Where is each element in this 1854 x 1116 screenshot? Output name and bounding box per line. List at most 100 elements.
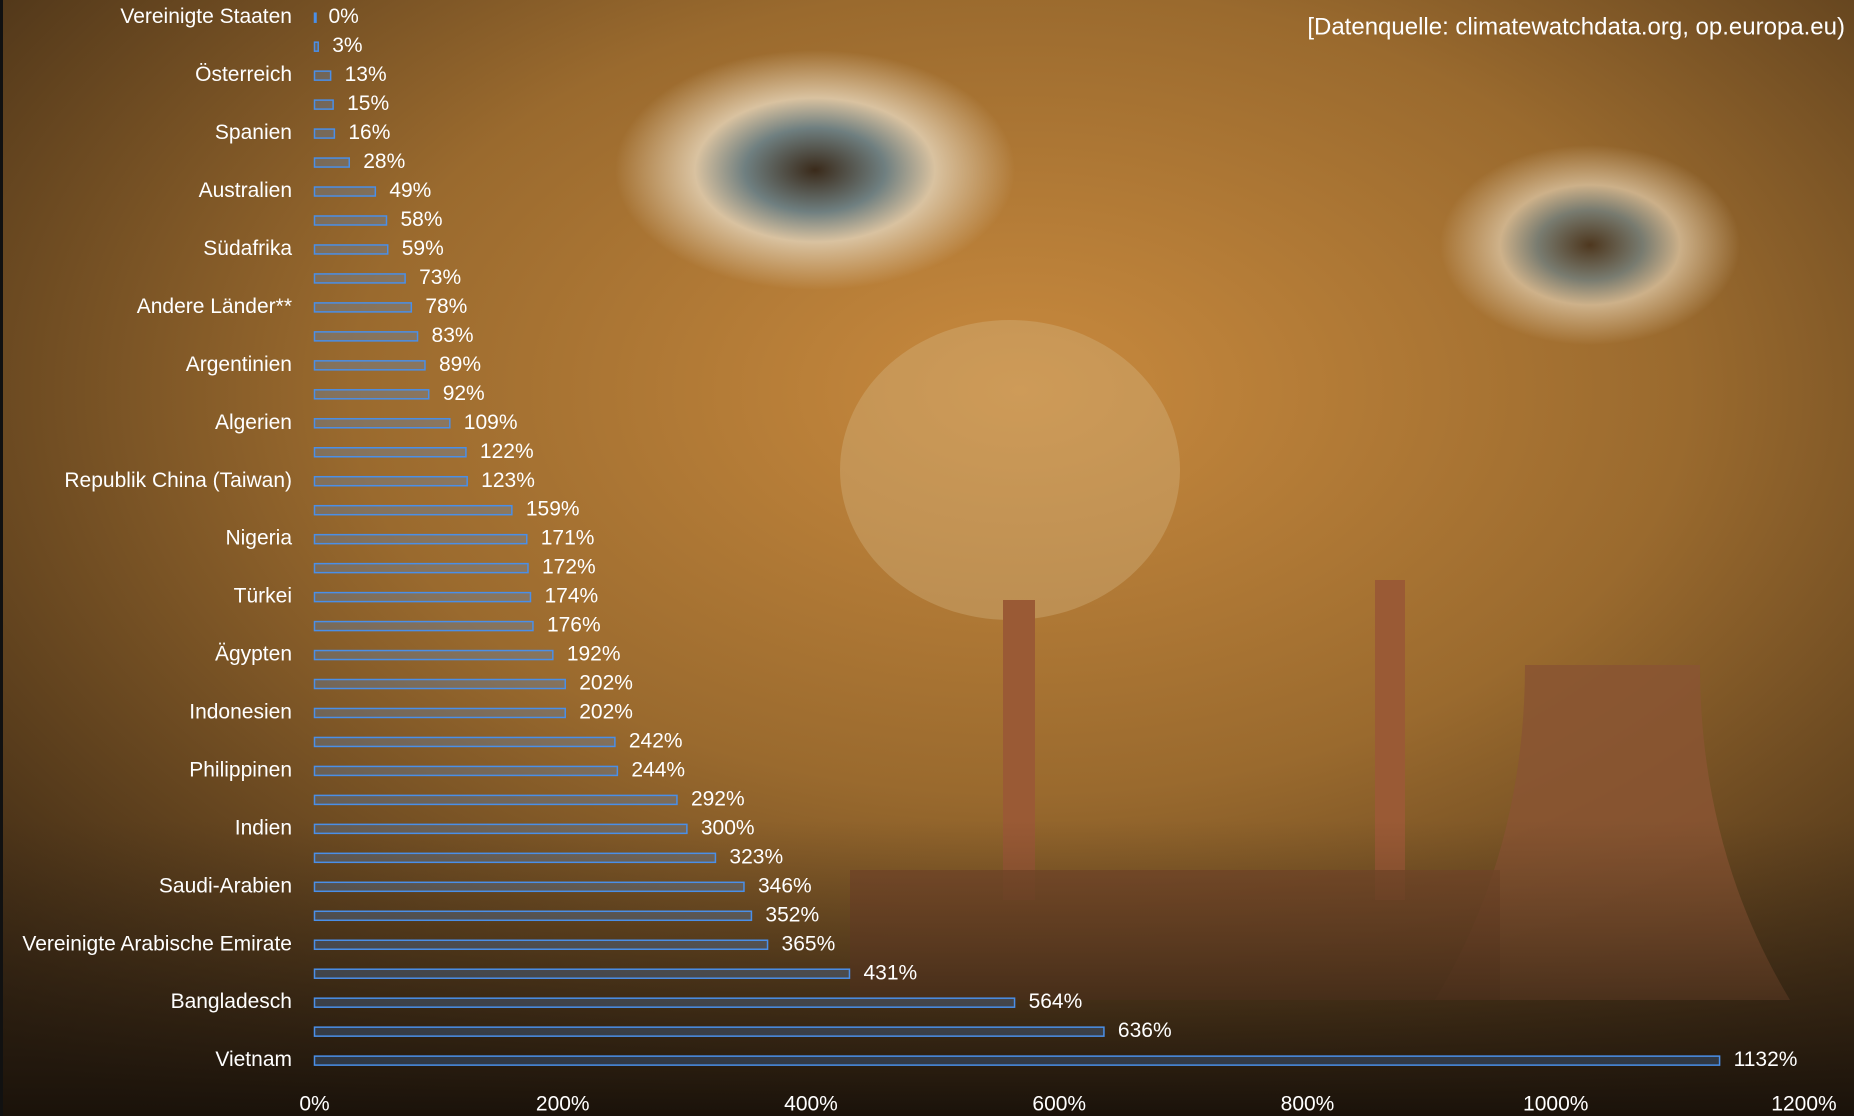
- value-label: 123%: [481, 469, 535, 492]
- value-label: 1132%: [1734, 1048, 1798, 1071]
- value-label: 78%: [425, 295, 467, 318]
- bar: [313, 591, 532, 603]
- value-label: 59%: [402, 237, 444, 260]
- value-label: 176%: [547, 614, 601, 637]
- bar: [313, 794, 678, 806]
- ground: [0, 820, 1854, 1116]
- category-label: Republik China (Taiwan): [64, 469, 292, 492]
- value-label: 89%: [439, 353, 481, 376]
- bar: [313, 360, 426, 371]
- category-label: Vietnam: [215, 1048, 292, 1071]
- eye: [1440, 145, 1740, 345]
- value-label: 323%: [729, 845, 783, 868]
- bar: [313, 1026, 1105, 1037]
- value-label: 28%: [363, 150, 405, 173]
- category-label: Indonesien: [189, 701, 292, 724]
- smoke: [840, 320, 1180, 620]
- value-label: 300%: [701, 816, 755, 839]
- bar: [313, 939, 769, 950]
- bar: [313, 389, 430, 400]
- bar: [313, 447, 467, 458]
- bar: [313, 1055, 1721, 1066]
- value-label: 13%: [345, 63, 387, 86]
- source: [Datenquelle: climatewatchdata.org, op.e…: [1307, 13, 1845, 40]
- x-tick-label: 1200%: [1771, 1093, 1836, 1116]
- bar: [313, 678, 566, 690]
- bar: [313, 852, 717, 864]
- bar: [313, 736, 616, 748]
- x-tick-label: 0%: [299, 1093, 329, 1116]
- bar: [313, 910, 753, 922]
- bar: [313, 475, 468, 487]
- value-label: 365%: [782, 932, 836, 955]
- bar: [313, 649, 554, 661]
- category-label: Philippinen: [189, 758, 292, 781]
- category-label: Vereinigte Staaten: [120, 5, 292, 28]
- bar: [313, 99, 334, 110]
- category-label: Ägypten: [215, 643, 292, 666]
- value-label: 109%: [464, 411, 518, 434]
- value-label: 174%: [544, 585, 598, 608]
- category-label: Saudi-Arabien: [159, 874, 292, 897]
- x-tick-label: 1000%: [1523, 1093, 1588, 1116]
- value-label: 49%: [389, 179, 431, 202]
- value-label: 172%: [542, 556, 596, 579]
- bar: [313, 128, 336, 139]
- bar: [313, 302, 413, 313]
- value-label: 636%: [1118, 1019, 1172, 1042]
- value-label: 431%: [863, 961, 917, 984]
- bar: [313, 823, 688, 835]
- category-label: Türkei: [234, 585, 292, 608]
- bar: [313, 504, 513, 516]
- x-tick-label: 800%: [1281, 1093, 1335, 1116]
- category-label: Indien: [235, 816, 292, 839]
- bar: [313, 186, 377, 197]
- category-label: Nigeria: [225, 527, 292, 550]
- category-label: Bangladesch: [171, 990, 292, 1013]
- value-label: 16%: [348, 121, 390, 144]
- bar: [313, 620, 534, 632]
- value-label: 346%: [758, 874, 812, 897]
- category-label: Andere Länder**: [137, 295, 292, 318]
- value-label: 292%: [691, 787, 745, 810]
- x-tick-label: 200%: [536, 1093, 590, 1116]
- value-label: 244%: [631, 758, 685, 781]
- value-label: 564%: [1029, 990, 1083, 1013]
- bar: [313, 12, 317, 23]
- category-label: Südafrika: [203, 237, 292, 260]
- category-label: Argentinien: [186, 353, 292, 376]
- value-label: 3%: [332, 34, 362, 57]
- x-tick-label: 400%: [784, 1093, 838, 1116]
- bar: [313, 157, 351, 168]
- value-label: 352%: [765, 903, 819, 926]
- value-label: 83%: [432, 324, 474, 347]
- value-label: 159%: [526, 498, 580, 521]
- category-label: Vereinigte Arabische Emirate: [22, 932, 292, 955]
- x-tick-label: 600%: [1032, 1093, 1086, 1116]
- category-label: Australien: [199, 179, 292, 202]
- value-label: 202%: [579, 672, 633, 695]
- value-label: 92%: [443, 382, 485, 405]
- bar: [313, 331, 419, 342]
- bar: [313, 244, 389, 255]
- value-label: 0%: [329, 5, 359, 28]
- bar: [313, 273, 406, 284]
- category-label: Algerien: [215, 411, 292, 434]
- bar: [313, 968, 851, 979]
- category-label: Spanien: [215, 121, 292, 144]
- value-label: 122%: [480, 440, 534, 463]
- left-edge: [0, 0, 3, 1116]
- value-label: 192%: [567, 643, 621, 666]
- bar: [313, 70, 332, 81]
- bar: [313, 881, 745, 893]
- bar: [313, 533, 528, 545]
- bar: [313, 41, 319, 52]
- bar: [313, 707, 566, 719]
- value-label: 15%: [347, 92, 389, 115]
- value-label: 58%: [400, 208, 442, 231]
- value-label: 202%: [579, 701, 633, 724]
- bar: [313, 418, 451, 429]
- bar: [313, 765, 619, 777]
- value-label: 73%: [419, 266, 461, 289]
